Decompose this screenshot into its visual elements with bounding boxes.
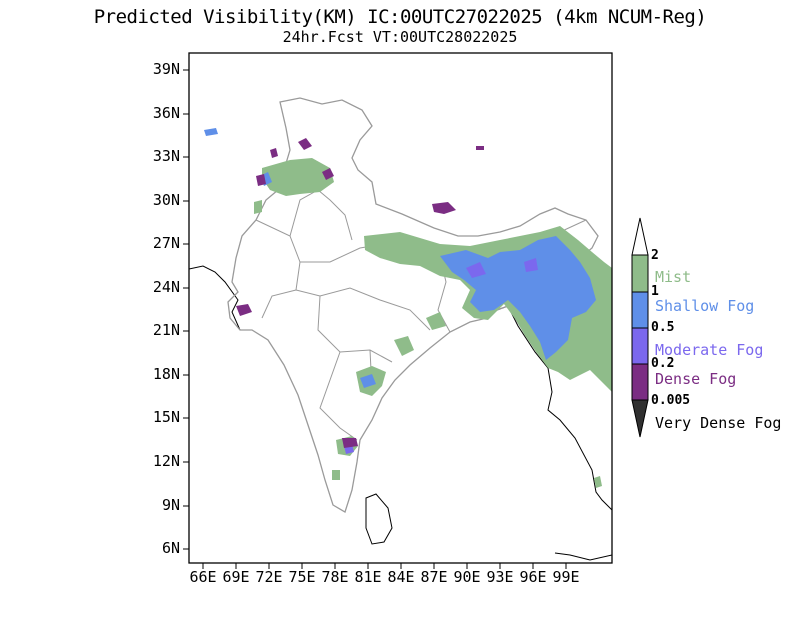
legend-value: 0.005 [651,393,691,408]
lat-label: 9N [161,496,180,514]
legend-value: 1 [651,284,659,299]
lon-label: 75E [288,568,316,586]
sri-lanka [365,493,393,545]
lat-label: 15N [152,408,180,426]
lon-label: 99E [552,568,580,586]
lat-label: 36N [152,104,180,122]
lat-label: 33N [152,147,180,165]
colorbar-bottom-arrow [631,399,649,438]
lat-label: 24N [152,278,180,296]
dense-fog-areas [236,138,484,448]
map-subtitle: 24hr.Fcst VT:00UTC28022025 [282,28,518,46]
colorbar-top-arrow [631,217,649,256]
colorbar-shallow-fog [631,291,649,329]
lon-tick-marks [202,563,567,569]
legend-dense-fog-label: Dense Fog [655,370,737,388]
lon-label: 90E [453,568,481,586]
legend-very-dense-fog-label: Very Dense Fog [655,414,782,432]
colorbar [631,217,649,438]
lat-label: 30N [152,191,180,209]
colorbar-mist [631,254,649,293]
lon-label: 84E [387,568,415,586]
coastline-sea [554,552,612,561]
lon-label: 96E [519,568,547,586]
lat-label: 6N [161,539,180,557]
india-outline [227,97,599,513]
legend-moderate-fog-label: Moderate Fog [655,341,764,359]
legend-value: 2 [651,248,659,263]
lon-label: 87E [420,568,448,586]
colorbar-moderate-fog [631,327,649,365]
lat-label: 21N [152,321,180,339]
lat-label: 12N [152,452,180,470]
lon-label: 72E [255,568,283,586]
lat-label: 18N [152,365,180,383]
lon-label: 93E [486,568,514,586]
lon-label: 81E [354,568,382,586]
legend-value: 0.5 [651,320,675,335]
lon-label: 66E [189,568,217,586]
coastline-west [189,265,241,331]
legend-value: 0.2 [651,356,675,371]
lat-label: 39N [152,60,180,78]
lon-label: 78E [321,568,349,586]
map-title: Predicted Visibility(KM) IC:00UTC2702202… [93,6,707,28]
lon-label: 69E [222,568,250,586]
colorbar-dense-fog [631,363,649,401]
legend-shallow-fog-label: Shallow Fog [655,297,755,315]
lat-tick-marks [183,69,189,550]
legend-mist-label: Mist [655,268,692,286]
lat-label: 27N [152,234,180,252]
